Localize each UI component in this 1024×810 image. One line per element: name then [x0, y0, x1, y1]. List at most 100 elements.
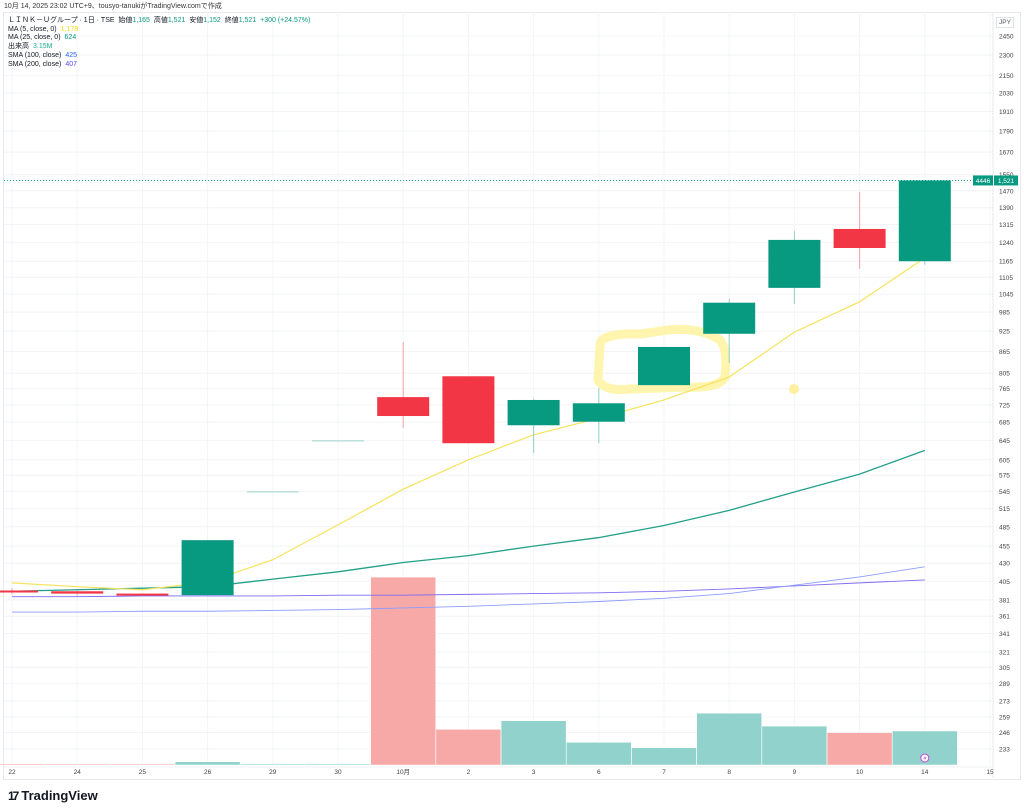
candle-body [377, 397, 430, 417]
indicator-legend-row[interactable]: MA (25, close, 0) 624 [8, 34, 310, 43]
indicator-legend-row[interactable]: SMA (100, close) 425 [8, 52, 310, 61]
y-tick-label: 485 [999, 524, 1010, 531]
tradingview-logo[interactable]: 17 TradingView [8, 788, 98, 803]
x-tick-label: 8 [727, 769, 731, 776]
volume-bar [826, 732, 893, 766]
y-tick-label: 1670 [999, 150, 1014, 157]
y-tick-label: 605 [999, 457, 1010, 464]
x-tick-label: 14 [921, 769, 929, 776]
low-value: 1,152 [203, 17, 221, 24]
y-tick-label: 685 [999, 420, 1010, 427]
volume-tag-box [973, 175, 993, 186]
candle-body [638, 346, 690, 386]
x-tick-label: 10 [856, 769, 864, 776]
symbol-legend: ＬＩＮＫ－Ｕグループ · 1日 · TSE 始値1,165 高値1,521 安値… [8, 17, 310, 26]
indicator-name: SMA (200, close) [8, 60, 62, 68]
candle-body [507, 399, 560, 426]
candle-body [572, 403, 625, 422]
y-tick-label: 233 [999, 746, 1010, 753]
candle-body [51, 591, 104, 594]
indicator-legend-row[interactable]: MA (5, close, 0) 1,178 [8, 26, 310, 35]
y-tick-label: 725 [999, 402, 1010, 409]
y-tick-label: 2030 [999, 90, 1014, 97]
candle-body [246, 491, 299, 493]
sma200-line [12, 579, 925, 598]
volume-bar [370, 576, 436, 766]
x-tick-label: 2 [467, 769, 471, 776]
change-value: +300 (+24.57%) [260, 17, 311, 24]
y-tick-label: 273 [999, 698, 1010, 705]
y-tick-label: 545 [999, 489, 1010, 496]
volume-bar [435, 729, 502, 766]
volume-bar [631, 747, 697, 766]
y-tick-label: 1790 [999, 129, 1014, 136]
tradingview-logo-icon: 17 [8, 788, 19, 803]
close-value: 1,521 [238, 17, 257, 24]
indicator-value: 3.15M [33, 43, 53, 51]
y-tick-label: 1045 [999, 292, 1014, 299]
candle-body [0, 590, 38, 593]
volume-bar [109, 763, 176, 766]
currency-label[interactable]: JPY [996, 17, 1014, 28]
symbol-name[interactable]: ＬＩＮＫ－Ｕグループ · 1日 · TSE [8, 17, 115, 24]
y-tick-label: 985 [999, 310, 1010, 317]
candle-body [898, 180, 951, 262]
open-value: 1,165 [132, 17, 150, 24]
candle-body [442, 376, 495, 444]
y-tick-label: 2300 [999, 53, 1014, 60]
x-tick-label: 10月 [396, 768, 410, 776]
y-tick-label: 361 [999, 614, 1010, 621]
candle-body [768, 239, 821, 288]
x-tick-label: 6 [597, 769, 601, 776]
x-tick-label: 25 [139, 769, 147, 776]
brand-name: TradingView [21, 788, 98, 803]
y-tick-label: 305 [999, 665, 1010, 672]
indicator-value: 407 [65, 60, 77, 68]
indicator-name: MA (25, close, 0) [8, 34, 61, 42]
y-tick-label: 2450 [999, 34, 1014, 41]
last-price-label: 1,521 [998, 178, 1015, 185]
y-tick-label: 246 [999, 730, 1010, 737]
sma100-line [12, 566, 925, 613]
volume-bar [566, 742, 632, 766]
chart-legend: ＬＩＮＫ－Ｕグループ · 1日 · TSE 始値1,165 高値1,521 安値… [8, 17, 310, 69]
y-tick-label: 321 [999, 649, 1010, 656]
y-tick-label: 1390 [999, 205, 1014, 212]
volume-bar [500, 720, 567, 766]
volume-tag: 4446 [976, 178, 991, 185]
lightning-glyph [923, 755, 927, 762]
y-tick-label: 1470 [999, 188, 1014, 195]
volume-bar [174, 761, 241, 766]
volume-bar [0, 763, 45, 766]
volume-bar [761, 725, 828, 766]
indicator-name: SMA (100, close) [8, 51, 62, 59]
close-label: 終値 [224, 17, 239, 24]
x-tick-label: 29 [269, 769, 277, 776]
highlight-annotation [593, 325, 731, 395]
y-tick-label: 289 [999, 681, 1010, 688]
x-tick-label: 30 [334, 769, 342, 776]
y-tick-label: 645 [999, 438, 1010, 445]
high-value: 1,521 [167, 17, 186, 24]
last-price-box [994, 175, 1018, 186]
y-tick-label: 381 [999, 597, 1010, 604]
candle-body [312, 440, 364, 442]
y-tick-label: 1240 [999, 240, 1014, 247]
ma5-line [11, 257, 926, 591]
y-tick-label: 1910 [999, 109, 1014, 116]
y-tick-label: 405 [999, 579, 1010, 586]
indicator-value: 425 [65, 51, 77, 59]
low-label: 安値 [189, 17, 204, 24]
volume-bar [44, 763, 110, 766]
indicator-name: 出来高 [8, 43, 29, 51]
volume-bar [305, 763, 371, 766]
indicator-legend-row[interactable]: 出来高 3.15M [8, 43, 310, 52]
indicator-legend-row[interactable]: SMA (200, close) 407 [8, 61, 310, 70]
candle-body [703, 302, 756, 334]
chart-caption: 10月 14, 2025 23:02 UTC+9、tousyo-tanukiがT… [4, 3, 222, 10]
y-tick-label: 455 [999, 544, 1010, 551]
candle-body [116, 593, 169, 596]
x-tick-label: 15 [986, 769, 994, 776]
volume-bar [240, 763, 306, 766]
